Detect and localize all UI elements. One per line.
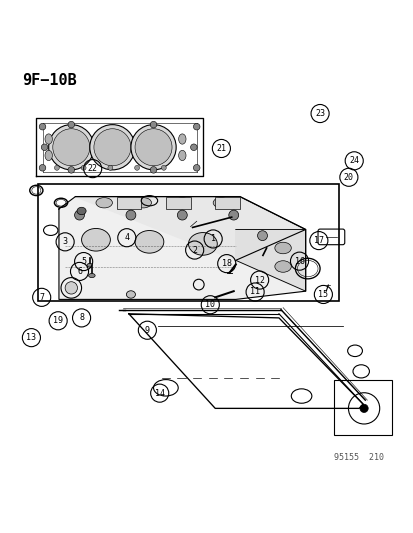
Ellipse shape: [135, 198, 151, 208]
Circle shape: [135, 129, 172, 166]
Circle shape: [359, 404, 367, 413]
Circle shape: [193, 165, 199, 171]
Text: 21: 21: [216, 144, 226, 153]
Circle shape: [134, 165, 139, 170]
Text: 8: 8: [79, 313, 84, 322]
Circle shape: [81, 165, 86, 170]
Circle shape: [41, 144, 48, 150]
Circle shape: [150, 122, 157, 128]
Bar: [334, 379, 391, 435]
Polygon shape: [59, 197, 305, 300]
Ellipse shape: [45, 134, 52, 144]
Ellipse shape: [126, 291, 135, 298]
Circle shape: [131, 125, 176, 170]
Circle shape: [108, 165, 113, 170]
Bar: [38, 184, 338, 302]
Text: 6: 6: [77, 267, 82, 276]
Circle shape: [193, 124, 199, 130]
Text: 10: 10: [205, 300, 215, 309]
Text: 5: 5: [81, 257, 86, 266]
Ellipse shape: [188, 232, 217, 255]
Text: 14: 14: [154, 389, 164, 398]
Polygon shape: [75, 197, 305, 260]
Circle shape: [161, 165, 166, 170]
Ellipse shape: [135, 230, 164, 253]
Circle shape: [177, 210, 187, 220]
Circle shape: [39, 165, 46, 171]
Circle shape: [126, 210, 135, 220]
Ellipse shape: [45, 150, 52, 160]
Text: 9F−10B: 9F−10B: [22, 73, 76, 88]
Text: 23: 23: [314, 109, 324, 118]
Circle shape: [65, 282, 77, 294]
Text: 9: 9: [145, 326, 150, 335]
Text: 19: 19: [53, 316, 63, 325]
Circle shape: [54, 165, 59, 170]
Text: 11: 11: [249, 287, 259, 296]
Ellipse shape: [88, 273, 95, 278]
Text: 18: 18: [221, 259, 231, 268]
Circle shape: [90, 125, 135, 170]
Circle shape: [94, 129, 131, 166]
Text: 3: 3: [62, 237, 67, 246]
Ellipse shape: [213, 198, 229, 208]
Ellipse shape: [274, 261, 291, 272]
Text: 7: 7: [39, 293, 44, 302]
Text: 24: 24: [349, 156, 358, 165]
Ellipse shape: [174, 198, 190, 208]
Circle shape: [74, 210, 84, 220]
Bar: [215, 197, 239, 209]
Text: 1: 1: [210, 235, 215, 244]
Circle shape: [53, 129, 90, 166]
Text: 95155  210: 95155 210: [333, 453, 383, 462]
Bar: [166, 197, 190, 209]
Polygon shape: [235, 230, 305, 291]
Text: 4: 4: [124, 233, 129, 242]
Text: 13: 13: [26, 333, 36, 342]
Ellipse shape: [274, 242, 291, 254]
Circle shape: [39, 124, 46, 130]
Ellipse shape: [96, 198, 112, 208]
Ellipse shape: [87, 263, 93, 267]
Text: 15: 15: [318, 290, 328, 299]
Text: 12: 12: [254, 276, 264, 285]
Circle shape: [190, 144, 197, 150]
Text: 17: 17: [313, 236, 323, 245]
Circle shape: [49, 125, 94, 170]
Circle shape: [68, 122, 74, 128]
Ellipse shape: [178, 134, 185, 144]
Text: 22: 22: [88, 164, 97, 173]
Text: 16: 16: [294, 257, 304, 265]
Ellipse shape: [178, 150, 185, 160]
Circle shape: [228, 210, 238, 220]
Ellipse shape: [77, 207, 86, 215]
Bar: [116, 197, 141, 209]
Ellipse shape: [81, 229, 110, 251]
Circle shape: [257, 231, 267, 240]
Circle shape: [150, 167, 157, 173]
Text: 20: 20: [343, 173, 353, 182]
Circle shape: [68, 167, 74, 173]
Text: 2: 2: [192, 246, 197, 255]
